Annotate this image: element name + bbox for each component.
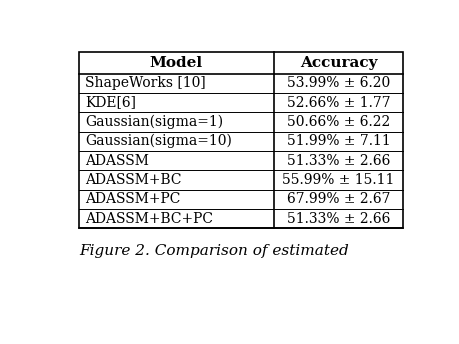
Text: 50.66% ± 6.22: 50.66% ± 6.22 [286,115,389,129]
Text: Accuracy: Accuracy [299,56,376,70]
Text: ADASSM+PC: ADASSM+PC [85,192,180,206]
Text: Gaussian(sigma=10): Gaussian(sigma=10) [85,134,232,149]
Text: 55.99% ± 15.11: 55.99% ± 15.11 [282,173,394,187]
Text: 53.99% ± 6.20: 53.99% ± 6.20 [286,76,389,90]
Text: ADASSM+BC+PC: ADASSM+BC+PC [85,212,213,226]
Bar [79,52,403,228]
Text: Figure 2. Comparison of estimated: Figure 2. Comparison of estimated [79,244,348,258]
Text: KDE[6]: KDE[6] [85,96,136,110]
Text: 51.33% ± 2.66: 51.33% ± 2.66 [286,154,389,168]
Text: ADASSM: ADASSM [85,154,149,168]
Text: ShapeWorks [10]: ShapeWorks [10] [85,76,206,90]
Text: Gaussian(sigma=1): Gaussian(sigma=1) [85,115,223,129]
Text: 51.33% ± 2.66: 51.33% ± 2.66 [286,212,389,226]
Text: ADASSM+BC: ADASSM+BC [85,173,181,187]
Text: 51.99% ± 7.11: 51.99% ± 7.11 [286,134,389,148]
Text: 52.66% ± 1.77: 52.66% ± 1.77 [286,96,389,110]
Text: 67.99% ± 2.67: 67.99% ± 2.67 [286,192,389,206]
Text: Model: Model [149,56,202,70]
